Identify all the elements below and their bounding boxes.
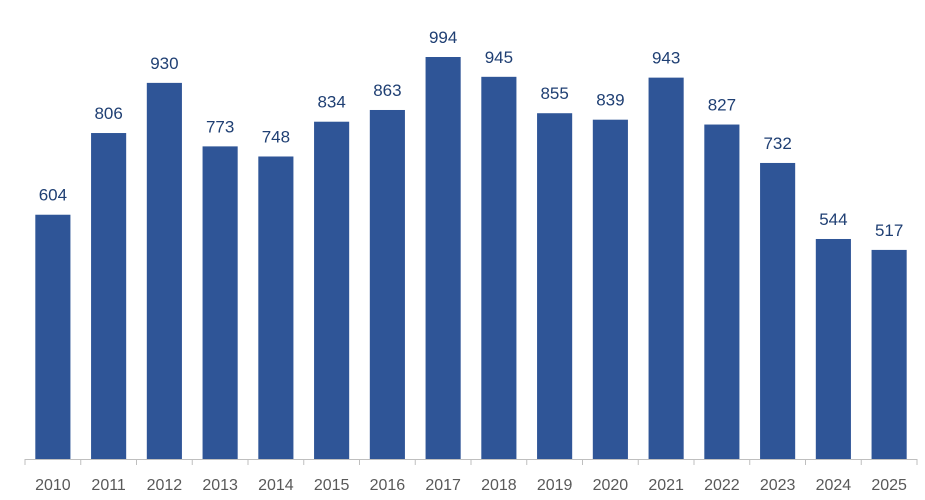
bars-layer — [35, 57, 907, 460]
data-label-2019: 855 — [540, 84, 568, 103]
data-label-2017: 994 — [429, 28, 457, 47]
data-label-2022: 827 — [708, 96, 736, 115]
data-label-2018: 945 — [485, 48, 513, 67]
data-label-2014: 748 — [262, 127, 290, 146]
bar-2017 — [425, 57, 461, 459]
x-tick-label-2019: 2019 — [537, 477, 573, 494]
x-tick-label-2025: 2025 — [871, 477, 907, 494]
data-label-2013: 773 — [206, 117, 234, 136]
x-tick-label-2021: 2021 — [648, 477, 684, 494]
bar-2013 — [202, 146, 238, 459]
data-label-2023: 732 — [763, 134, 791, 153]
x-tick-label-2018: 2018 — [481, 477, 517, 494]
x-tick-label-2020: 2020 — [593, 477, 629, 494]
x-tick-label-2011: 2011 — [91, 477, 126, 494]
bar-2019 — [537, 113, 573, 459]
bar-2010 — [35, 214, 71, 459]
x-tick-label-2017: 2017 — [425, 477, 461, 494]
x-tick-label-2016: 2016 — [370, 477, 406, 494]
bar-2024 — [815, 238, 851, 459]
x-tick-label-2015: 2015 — [314, 477, 350, 494]
x-tick-label-2013: 2013 — [202, 477, 238, 494]
data-label-2024: 544 — [819, 210, 847, 229]
x-tick-label-2010: 2010 — [35, 477, 71, 494]
x-tick-label-2023: 2023 — [760, 477, 796, 494]
data-labels-layer: 604 806 930 773 748 834 863 994 945 855 839 943 827 7… — [39, 28, 904, 240]
data-label-2020: 839 — [596, 91, 624, 110]
bar-2025 — [871, 249, 907, 459]
data-label-2015: 834 — [317, 93, 345, 112]
bar-2021 — [648, 77, 684, 459]
x-tick-label-2024: 2024 — [816, 477, 852, 494]
x-tick-label-2022: 2022 — [704, 477, 740, 494]
bar-2014 — [258, 156, 294, 460]
x-tick-label-2014: 2014 — [258, 477, 294, 494]
data-label-2025: 517 — [875, 221, 903, 240]
bar-2023 — [760, 162, 796, 459]
data-label-2021: 943 — [652, 49, 680, 68]
x-axis-ticks: 2010 2011 2012 2013 2014 2015 2016 2017 2018 2019… — [24, 459, 918, 494]
bar-2012 — [146, 82, 182, 459]
bar-2016 — [369, 109, 405, 459]
data-label-2011: 806 — [94, 104, 122, 123]
x-tick-label-2012: 2012 — [147, 477, 183, 494]
bar-2015 — [314, 121, 350, 460]
data-label-2016: 863 — [373, 81, 401, 100]
bar-2018 — [481, 76, 517, 459]
bar-2011 — [91, 133, 127, 459]
data-label-2010: 604 — [39, 186, 67, 205]
bar-2022 — [704, 124, 740, 459]
bar-2020 — [592, 119, 628, 459]
data-label-2012: 930 — [150, 54, 178, 73]
